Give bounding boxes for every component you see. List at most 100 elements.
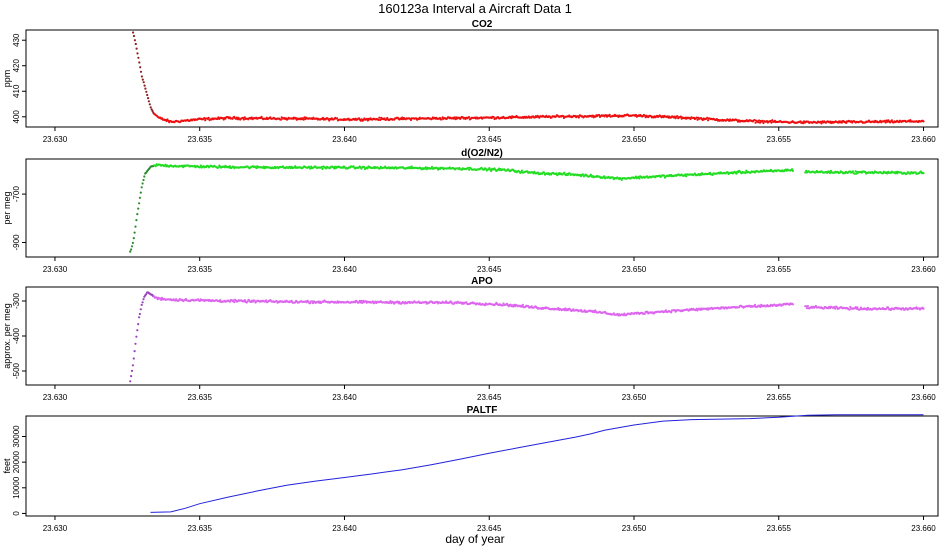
data-point: [430, 165, 434, 168]
data-point: [828, 171, 832, 175]
data-point: [328, 119, 331, 122]
data-point: [141, 78, 144, 81]
data-point: [133, 39, 136, 42]
data-point: [679, 115, 683, 118]
data-point: [132, 357, 135, 360]
x-tick-label: 23.645: [477, 265, 502, 274]
data-point: [160, 296, 164, 299]
data-point: [493, 167, 496, 170]
data-point: [396, 300, 399, 303]
data-point: [583, 309, 586, 312]
data-point: [689, 117, 692, 121]
data-point: [134, 225, 137, 228]
data-point: [262, 165, 265, 168]
data-point: [135, 219, 138, 222]
data-point: [834, 307, 837, 310]
data-point: [310, 165, 313, 168]
x-tick-label: 23.655: [767, 265, 792, 274]
y-tick-label: 430: [12, 33, 21, 47]
data-point: [833, 305, 836, 309]
data-point: [129, 250, 132, 253]
data-point: [164, 163, 167, 166]
data-point: [361, 301, 364, 304]
panel-title: d(O2/N2): [461, 148, 503, 159]
data-point: [820, 122, 823, 125]
data-point: [134, 42, 137, 46]
panels: CO2 ppm 23.630 23.635 23.640 23.645 23.650 23.6…: [2, 19, 939, 533]
data-point: [136, 329, 139, 332]
x-axis-label: day of year: [445, 532, 504, 546]
x-tick-label: 23.630: [43, 524, 68, 533]
data-point: [160, 298, 163, 301]
data-point: [219, 299, 222, 302]
data-point: [643, 114, 646, 117]
data-point: [769, 119, 772, 123]
data-point: [138, 312, 141, 316]
data-point: [644, 116, 647, 119]
data-point: [139, 70, 143, 73]
panel-title: CO2: [472, 19, 493, 30]
x-tick-label: 23.630: [43, 265, 68, 274]
y-axis-label: ppm: [2, 70, 12, 88]
data-point: [696, 118, 699, 121]
data-point: [589, 173, 593, 176]
data-point: [141, 182, 144, 185]
data-point: [853, 172, 856, 175]
data-point: [707, 119, 710, 122]
data-point: [501, 304, 504, 307]
plot-frame: [25, 415, 939, 517]
data-point: [581, 173, 585, 176]
data-point: [695, 116, 698, 119]
data-point: [804, 171, 807, 174]
data-point: [440, 118, 443, 121]
data-point: [142, 178, 145, 182]
data-point: [371, 300, 374, 303]
data-point: [673, 115, 676, 118]
data-point: [670, 311, 673, 314]
data-point: [854, 306, 857, 309]
x-tick-label: 23.640: [332, 393, 357, 402]
data-point: [854, 170, 857, 173]
data-point: [563, 171, 566, 174]
data-point: [510, 117, 513, 120]
data-point: [620, 178, 623, 181]
series-line: [150, 414, 924, 513]
data-point: [883, 119, 886, 122]
y-tick-label: 20000: [12, 450, 21, 473]
data-point: [279, 118, 282, 121]
x-tick-label: 23.660: [911, 393, 936, 402]
data-point: [849, 305, 852, 309]
data-point: [865, 308, 869, 311]
data-point: [265, 299, 268, 302]
data-point: [142, 298, 145, 301]
data-point: [217, 116, 220, 119]
data-point: [566, 173, 570, 176]
data-point: [543, 171, 546, 174]
data-point: [243, 299, 246, 302]
data-point: [377, 118, 380, 121]
y-tick-label: -700: [12, 186, 21, 203]
data-point: [131, 241, 134, 244]
x-tick-label: 23.630: [43, 393, 68, 402]
plot-frame: [25, 29, 939, 128]
data-point: [142, 81, 145, 84]
data-point: [555, 172, 558, 175]
data-point: [389, 300, 392, 303]
data-point: [139, 191, 142, 194]
data-point: [706, 116, 709, 119]
data-point: [467, 116, 471, 119]
data-point: [151, 109, 154, 113]
data-point: [805, 307, 809, 310]
data-point: [693, 172, 697, 175]
data-point: [490, 169, 493, 173]
x-tick-label: 23.650: [622, 524, 647, 533]
x-tick-label: 23.660: [911, 135, 936, 144]
data-point: [137, 323, 140, 326]
data-point: [228, 165, 231, 168]
data-point: [241, 116, 245, 119]
data-point: [753, 303, 757, 306]
data-point: [246, 300, 249, 303]
data-point: [593, 311, 596, 314]
data-point: [207, 116, 210, 119]
